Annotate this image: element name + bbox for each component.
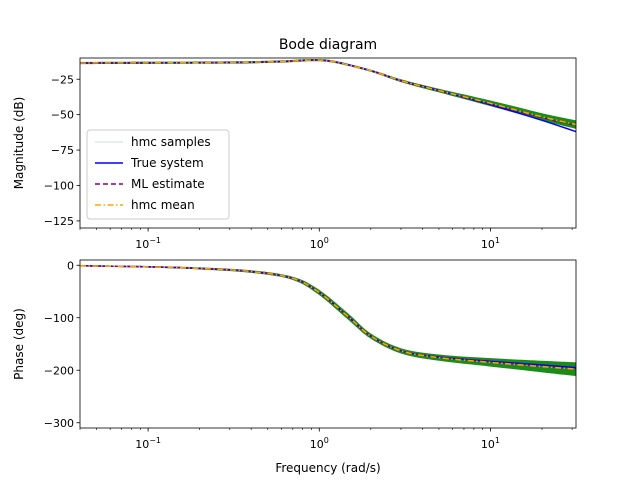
- legend-label: ML estimate: [131, 177, 205, 191]
- xtick-label: 101: [481, 436, 500, 451]
- ytick-label: −75: [51, 144, 74, 157]
- magnitude-plot-area: [80, 58, 576, 133]
- phase-axes-frame: [79, 259, 577, 429]
- phase-ticks: 0 −100 −200 −300 10−1 100 101: [44, 259, 573, 451]
- magnitude-panel: −25 −50 −75 −100 −125 10−1 100 101 Magnitude (d…: [12, 57, 577, 251]
- ytick-label: −50: [51, 109, 74, 122]
- phase-ylabel: Phase (deg): [12, 308, 26, 380]
- ytick-label: 0: [67, 259, 74, 272]
- legend-label: True system: [130, 156, 204, 170]
- phase-xlabel: Frequency (rad/s): [275, 461, 380, 475]
- xtick-label: 100: [310, 436, 329, 451]
- ytick-label: −125: [44, 215, 74, 228]
- series-ml-estimate-line: [80, 265, 576, 370]
- xtick-label: 101: [481, 236, 500, 251]
- chart-title: Bode diagram: [279, 37, 377, 53]
- legend-label: hmc mean: [131, 198, 195, 212]
- ytick-label: −200: [44, 364, 74, 377]
- ytick-label: −300: [44, 417, 74, 430]
- phase-panel: 0 −100 −200 −300 10−1 100 101 Phase (deg) Freq…: [12, 259, 577, 475]
- legend: hmc samples True system ML estimate hmc mea…: [86, 129, 230, 220]
- ytick-label: −25: [51, 73, 74, 86]
- magnitude-ticks: −25 −50 −75 −100 −125 10−1 100 101: [44, 73, 573, 251]
- series-hmc-mean-line: [80, 59, 576, 126]
- magnitude-ylabel: Magnitude (dB): [12, 97, 26, 190]
- magnitude-axes-frame: [79, 57, 577, 229]
- ytick-label: −100: [44, 312, 74, 325]
- xtick-label: 100: [310, 236, 329, 251]
- legend-label: hmc samples: [131, 135, 211, 149]
- phase-plot-area: [80, 264, 576, 377]
- xtick-label: 10−1: [135, 236, 161, 251]
- xtick-label: 10−1: [135, 436, 161, 451]
- ytick-label: −100: [44, 180, 74, 193]
- legend-box: [86, 129, 230, 220]
